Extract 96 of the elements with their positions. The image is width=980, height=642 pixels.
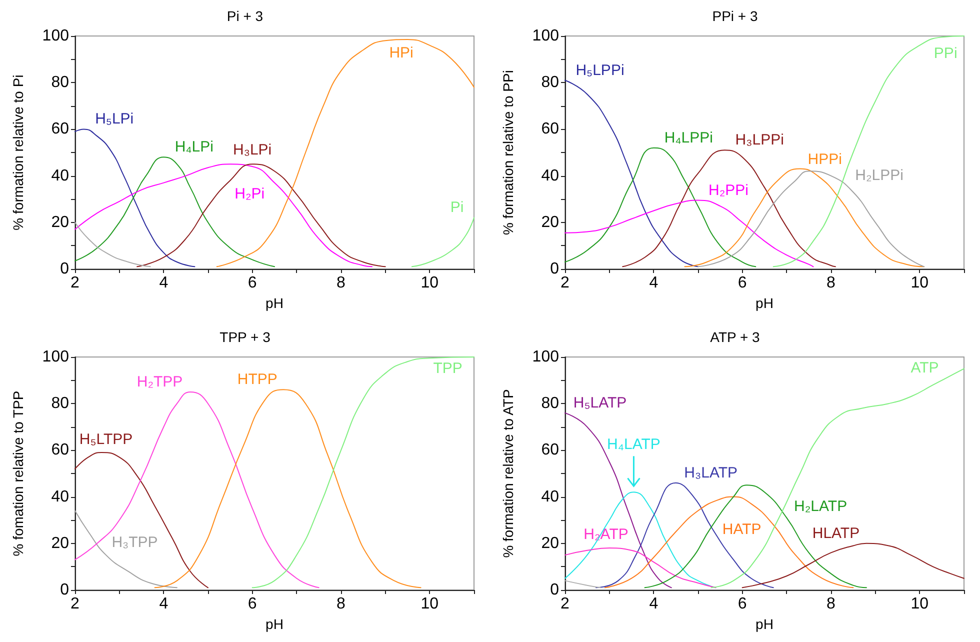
x-tick-label: 8 (826, 274, 836, 292)
x-tick-label: 4 (649, 274, 658, 292)
line-series (74, 164, 373, 268)
line-series (564, 200, 814, 268)
y-tick-label: 60 (541, 120, 560, 138)
x-tick-label: 10 (420, 596, 439, 612)
x-axis-title: pH (756, 616, 774, 632)
series-label: HTPP (237, 371, 278, 388)
series-label: H₃LPi (233, 142, 272, 159)
series-label: Pi (450, 199, 464, 216)
x-tick-label: 8 (336, 274, 346, 292)
x-tick-label: 2 (560, 274, 570, 292)
y-tick-label: 40 (51, 167, 70, 184)
x-tick-label: 10 (910, 274, 929, 292)
y-tick-label: 20 (541, 534, 560, 552)
y-tick-label: 60 (51, 442, 70, 459)
y-tick-label: 100 (532, 28, 560, 44)
x-tick-label: 2 (70, 274, 80, 292)
annotation: H₄LATP (607, 436, 660, 454)
series-label: HLATP (812, 524, 860, 542)
line-series (411, 217, 474, 268)
x-tick-label: 10 (420, 274, 439, 292)
series-label: H₃TPP (112, 534, 158, 552)
y-tick-label: 80 (541, 395, 560, 412)
x-tick-label: 8 (336, 596, 346, 612)
line-series (74, 222, 151, 268)
x-tick-label: 6 (248, 596, 257, 612)
y-axis-title: % formation relative to PPi (500, 70, 516, 235)
line-series (74, 391, 320, 588)
y-tick-label: 40 (541, 488, 560, 506)
series-label: H₄LPi (174, 138, 214, 156)
y-tick-label: 40 (541, 167, 560, 184)
x-tick-label: 2 (560, 596, 570, 612)
y-tick-label: 20 (51, 534, 70, 552)
y-tick-label: 80 (51, 395, 70, 412)
x-tick-label: 4 (159, 274, 168, 292)
y-axis-title: % formation relative to Pi (10, 74, 26, 230)
chart-title: ATP + 3 (710, 329, 760, 345)
series-label: PPi (934, 45, 958, 62)
series-label: HPi (389, 44, 414, 62)
y-tick-label: 80 (51, 74, 70, 92)
series-label: H₅LATP (573, 394, 627, 412)
y-tick-label: 60 (541, 442, 560, 459)
series-label: ATP (910, 359, 939, 376)
series-label: TPP (433, 360, 462, 378)
series-label: H₂LATP (794, 498, 848, 515)
x-tick-label: 6 (738, 274, 747, 292)
x-tick-label: 6 (248, 274, 257, 292)
line-series (644, 484, 867, 588)
y-tick-label: 20 (51, 214, 70, 231)
y-tick-label: 100 (42, 348, 70, 366)
line-series (74, 156, 275, 268)
y-tick-label: 0 (60, 582, 70, 598)
series-label: H₅LPPi (576, 62, 624, 79)
line-series (564, 548, 716, 588)
line-series (136, 164, 386, 268)
series-label: HATP (722, 521, 762, 538)
series-label: H₃LPPi (735, 132, 784, 149)
y-tick-label: 60 (51, 120, 70, 138)
x-axis-title: pH (756, 294, 774, 311)
chart-title: Pi + 3 (226, 8, 264, 24)
line-series (564, 492, 716, 588)
line-series (216, 38, 474, 268)
series-label: H₂LPPi (855, 167, 904, 184)
x-tick-label: 4 (159, 596, 168, 612)
series-label: H₂Pi (234, 186, 265, 203)
y-tick-label: 100 (532, 348, 560, 366)
series-label: H₂PPi (708, 182, 748, 199)
x-axis-title: pH (266, 616, 284, 632)
y-tick-label: 0 (550, 582, 560, 598)
series-label: HPPi (808, 150, 842, 168)
series-label: H₅LPi (95, 110, 134, 128)
y-tick-label: 20 (541, 214, 560, 231)
y-tick-label: 0 (60, 260, 70, 278)
line-series (564, 412, 672, 588)
y-tick-label: 100 (42, 28, 70, 44)
series-label: H₃LATP (684, 464, 738, 482)
y-axis-title: % formation relative to ATP (500, 389, 516, 558)
x-tick-label: 8 (826, 596, 836, 612)
series-label: H₂TPP (136, 373, 183, 390)
line-series (564, 147, 756, 268)
series-label: H₅LTPP (79, 431, 133, 448)
series-label: H₄LPPi (664, 129, 713, 146)
x-axis-title: pH (266, 294, 284, 311)
line-series (742, 542, 964, 588)
x-tick-label: 2 (70, 596, 80, 612)
x-tick-label: 10 (910, 596, 929, 612)
chart-title: TPP + 3 (220, 329, 271, 345)
x-tick-label: 4 (649, 596, 658, 612)
x-tick-label: 6 (738, 596, 747, 612)
y-tick-label: 80 (541, 74, 560, 92)
y-tick-label: 0 (550, 260, 560, 278)
line-series (74, 452, 208, 588)
chart-title: PPi + 3 (712, 8, 758, 24)
y-tick-label: 40 (51, 488, 70, 506)
y-axis-title: % fomation relative to TPP (10, 390, 26, 556)
